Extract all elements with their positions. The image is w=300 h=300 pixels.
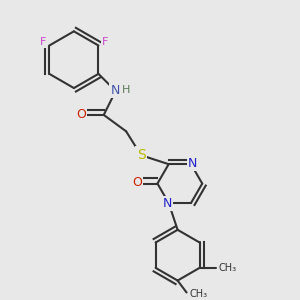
Text: N: N [110,84,120,97]
Text: CH₃: CH₃ [190,289,208,299]
Text: S: S [137,148,146,162]
Text: F: F [102,37,108,47]
Text: F: F [40,37,46,47]
Text: N: N [188,157,197,170]
Text: O: O [132,176,142,190]
Text: CH₃: CH₃ [219,263,237,273]
Text: O: O [76,108,86,121]
Text: H: H [122,85,130,94]
Text: N: N [163,197,172,210]
